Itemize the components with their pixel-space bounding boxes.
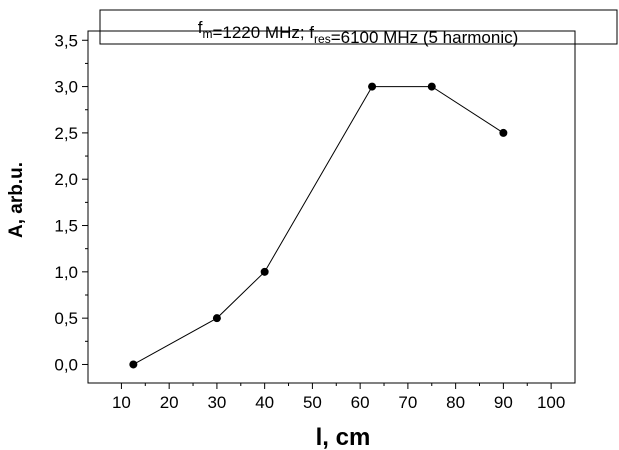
y-tick-label: 3,5 <box>54 31 78 50</box>
title-part: =6100 MHz (5 harmonic) <box>331 28 519 47</box>
y-tick-label: 3,0 <box>54 78 78 97</box>
y-tick-label: 0,5 <box>54 309 78 328</box>
x-tick-label: 10 <box>112 393 131 412</box>
y-tick-label: 2,0 <box>54 170 78 189</box>
x-axis: 10 20 30 40 50 60 70 80 90 100 <box>112 383 565 412</box>
title-part: =1220 MHz; f <box>212 23 314 42</box>
x-tick-label: 100 <box>537 393 565 412</box>
title-part: f <box>198 18 203 37</box>
series-line <box>129 82 508 369</box>
x-tick-label: 90 <box>494 393 513 412</box>
y-axis-title: A, arb.u. <box>6 162 27 238</box>
data-point <box>129 360 138 369</box>
x-axis-title: l, cm <box>316 424 371 450</box>
y-tick-label: 1,5 <box>54 217 78 236</box>
x-tick-label: 20 <box>160 393 179 412</box>
data-point <box>212 314 221 323</box>
data-point <box>368 82 377 91</box>
plot-frame <box>87 30 576 384</box>
x-tick-label: 70 <box>398 393 417 412</box>
title-box: fm=1220 MHz; fres=6100 MHz (5 harmonic) <box>99 9 618 47</box>
y-axis: 0,0 0,5 1,0 1,5 2,0 2,5 3,0 3,5 <box>54 31 88 374</box>
x-tick-label: 50 <box>303 393 322 412</box>
x-tick-label: 30 <box>207 393 226 412</box>
data-point <box>427 82 436 91</box>
title-subscript: res <box>314 32 331 46</box>
data-point <box>260 267 269 276</box>
y-tick-label: 2,5 <box>54 124 78 143</box>
data-point <box>499 128 508 137</box>
title-subscript: m <box>202 27 212 41</box>
x-tick-label: 60 <box>351 393 370 412</box>
x-tick-label: 40 <box>255 393 274 412</box>
series-polyline <box>133 86 504 365</box>
y-tick-label: 0,0 <box>54 355 78 374</box>
chart-title: fm=1220 MHz; fres=6100 MHz (5 harmonic) <box>198 18 519 47</box>
x-tick-label: 80 <box>446 393 465 412</box>
y-tick-label: 1,0 <box>54 263 78 282</box>
